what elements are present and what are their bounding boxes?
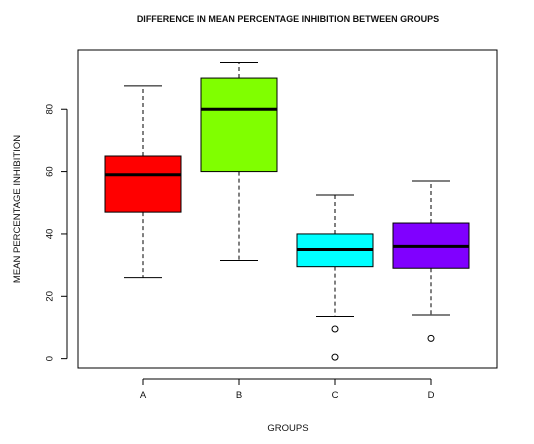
y-tick-label: 80 [45,104,56,115]
x-axis-label: GROUPS [267,423,308,434]
y-tick-label: 60 [45,166,56,177]
box-group-a [104,85,182,279]
y-axis: 0 20 40 60 80 [45,104,68,361]
box-group-b [200,61,278,261]
box [200,77,278,173]
plot-frame [77,49,498,369]
box [104,155,182,213]
outlier-point [331,325,339,333]
box-group-c [296,194,374,361]
outlier-point [331,353,339,361]
outlier-point [427,334,435,342]
y-tick-label: 20 [45,291,56,302]
x-tick-label: A [140,390,147,401]
x-axis: A B C D [140,378,435,401]
y-axis-label: MEAN PERCENTAGE INHIBITION [12,135,23,283]
x-tick-label: D [428,390,435,401]
y-tick-label: 40 [45,229,56,240]
boxes-layer [104,61,470,361]
chart-title: DIFFERENCE IN MEAN PERCENTAGE INHIBITION… [137,14,439,24]
x-tick-label: B [236,390,242,401]
y-tick-label: 0 [45,356,56,361]
x-tick-label: C [332,390,339,401]
box-group-d [392,180,470,342]
